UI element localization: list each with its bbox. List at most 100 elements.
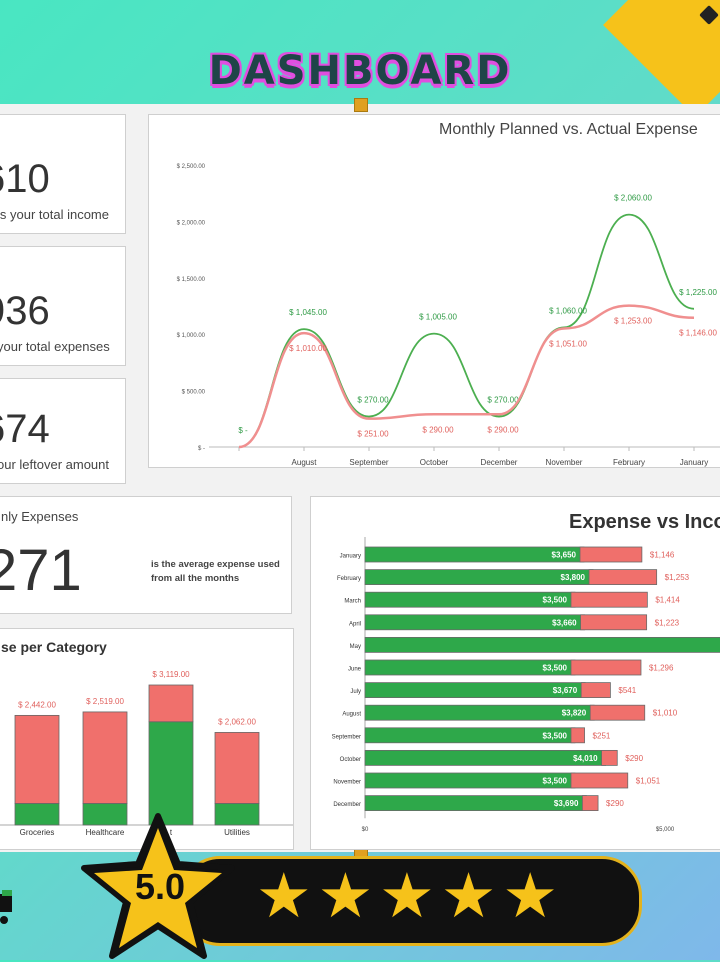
avg-expense-card: nly Expenses 271 is the average expense … xyxy=(0,496,292,614)
x-tick-label: December xyxy=(481,458,518,467)
kpi-card-leftover: 674 our leftover amount xyxy=(0,378,126,484)
x-tick-label: October xyxy=(420,458,449,467)
x-tick-label: $0 xyxy=(362,827,369,833)
income-label: $4,010 xyxy=(573,754,598,763)
category-total-label: $ 2,442.00 xyxy=(18,700,56,709)
kpi-expenses-value: 936 xyxy=(0,289,50,333)
kpi-card-expenses: 936 your total expenses xyxy=(0,246,126,366)
data-label: $ 290.00 xyxy=(422,425,454,434)
expense-label: $1,253 xyxy=(665,573,690,582)
kpi-leftover-label: our leftover amount xyxy=(0,457,110,472)
expense-bar xyxy=(570,772,629,789)
kpi-leftover-value: 674 xyxy=(0,407,50,451)
expense-bar xyxy=(570,591,648,608)
category-bar-green xyxy=(148,721,194,826)
rating-score: 5.0 xyxy=(134,866,186,907)
data-label: $ 1,051.00 xyxy=(549,339,587,348)
income-label: $3,820 xyxy=(562,709,587,718)
category-label: Utilities xyxy=(224,828,250,837)
x-tick-label: February xyxy=(613,458,645,467)
avg-expense-desc-1: is the average expense used xyxy=(151,559,280,570)
data-label: $ 270.00 xyxy=(487,396,519,405)
expense-bar xyxy=(570,727,585,744)
y-tick-label: October xyxy=(340,757,361,763)
category-chart: $ 2,442.00 Groceries $ 2,519.00 Healthcare $… xyxy=(0,670,293,837)
expense-bar xyxy=(579,546,643,563)
hbar-chart-title: Expense vs Inco xyxy=(569,511,720,533)
line-chart-title: Monthly Planned vs. Actual Expense xyxy=(439,121,698,138)
data-label: $ - xyxy=(238,426,248,435)
y-tick-label: $ 1,000.00 xyxy=(177,333,206,339)
expense-bar xyxy=(588,569,658,585)
data-label: $ 1,146.00 xyxy=(679,329,717,338)
data-label: $ 1,045.00 xyxy=(289,308,327,317)
y-tick-label: $ 2,000.00 xyxy=(177,220,206,226)
kpi-card-income: 610 is your total income xyxy=(0,114,126,234)
line-chart-card: Monthly Planned vs. Actual Expense $ 2,5… xyxy=(148,114,720,468)
expense-bar xyxy=(581,795,599,812)
page-title: DASHBOARD xyxy=(208,48,512,94)
income-bar xyxy=(364,749,607,766)
data-label: $ 290.00 xyxy=(487,425,519,434)
y-tick-label: June xyxy=(348,667,362,673)
y-tick-label: March xyxy=(344,599,361,605)
line-chart: $ 2,500.00 $ 2,000.00 $ 1,500.00 $ 1,000.00… xyxy=(177,164,720,467)
y-tick-label: September xyxy=(332,734,361,740)
income-label: $3,500 xyxy=(543,664,568,673)
avg-expense-title: nly Expenses xyxy=(1,509,79,524)
income-label: $3,650 xyxy=(552,551,577,560)
category-total-label: $ 2,519.00 xyxy=(86,697,124,706)
rating-bar xyxy=(180,856,642,946)
income-label: $3,800 xyxy=(561,573,586,582)
rating-stars: ★★★★★ xyxy=(256,862,564,931)
category-total-label: $ 3,119.00 xyxy=(152,670,190,679)
category-total-label: $ 2,062.00 xyxy=(218,717,256,726)
y-tick-label: $ 1,500.00 xyxy=(177,277,206,283)
data-label: $ 1,225.00 xyxy=(679,288,717,297)
y-tick-label: December xyxy=(333,802,361,808)
expense-label: $1,223 xyxy=(655,618,680,627)
y-tick-label: August xyxy=(342,712,361,718)
income-label: $3,500 xyxy=(543,731,568,740)
data-label: $ 1,010.00 xyxy=(289,344,327,353)
y-tick-label: January xyxy=(340,554,361,560)
kpi-income-label: is your total income xyxy=(0,207,109,222)
category-label: Groceries xyxy=(20,828,55,837)
expense-label: $290 xyxy=(625,754,643,763)
series-line-1 xyxy=(238,304,695,449)
data-label: $ 1,060.00 xyxy=(549,306,587,315)
expense-label: $1,146 xyxy=(650,551,675,560)
income-label: $3,500 xyxy=(543,596,568,605)
expense-income-card: Expense vs Inco January $3,650 $1,146 Febru… xyxy=(310,496,720,850)
data-label: $ 1,253.00 xyxy=(614,317,652,326)
x-tick-label: September xyxy=(349,458,388,467)
y-tick-label: $ 500.00 xyxy=(182,390,206,396)
income-label: $3,670 xyxy=(553,686,578,695)
y-tick-label: May xyxy=(350,644,361,650)
resize-handle-top[interactable] xyxy=(354,98,368,112)
category-label: Healthcare xyxy=(86,828,125,837)
y-tick-label: $ 2,500.00 xyxy=(177,164,206,170)
category-bar-red xyxy=(148,684,194,723)
expense-bar xyxy=(589,704,646,721)
expense-income-chart: January $3,650 $1,146 February $3,800 $1,253 M… xyxy=(332,537,720,833)
avg-expense-value: 271 xyxy=(0,538,82,603)
data-label: $ 251.00 xyxy=(357,430,389,439)
category-chart-card: se per Category $ 2,442.00 Groceries $ 2,5… xyxy=(0,628,294,850)
x-tick-label: November xyxy=(546,458,583,467)
y-tick-label: November xyxy=(333,780,361,786)
category-bar-red xyxy=(14,714,60,804)
data-label: $ 2,060.00 xyxy=(614,194,652,203)
expense-label: $1,296 xyxy=(649,664,674,673)
expense-label: $1,414 xyxy=(655,596,680,605)
y-tick-label: $ - xyxy=(198,446,205,452)
x-tick-label: August xyxy=(292,458,318,467)
expense-label: $541 xyxy=(618,686,636,695)
income-label: $3,660 xyxy=(552,618,577,627)
expense-bar xyxy=(570,659,642,676)
series-line-0 xyxy=(238,213,695,448)
category-bar-green xyxy=(14,803,60,826)
kpi-expenses-label: your total expenses xyxy=(0,339,110,354)
category-label: t xyxy=(170,828,173,837)
income-bar xyxy=(364,704,595,721)
